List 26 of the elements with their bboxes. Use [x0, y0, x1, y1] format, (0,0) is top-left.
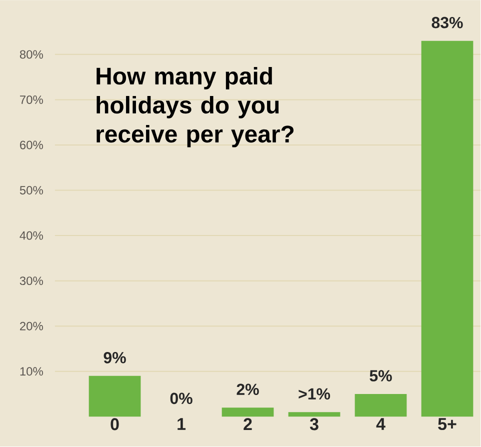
text: How many paid holidays do you receive per year?	[96, 67, 294, 148]
x-tick-label: 1	[178, 418, 186, 430]
bar	[288, 412, 340, 417]
y-tick-label: 30%	[20, 276, 43, 286]
bar	[354, 394, 407, 417]
data-label: 5%	[370, 370, 392, 382]
bar	[421, 41, 474, 417]
y-tick-label: 20%	[20, 322, 43, 331]
data-label: 0%	[170, 392, 192, 404]
y-tick-label: 40%	[20, 231, 43, 240]
y-tick-label: 60%	[20, 140, 43, 150]
bar	[222, 408, 274, 417]
x-tick-label: 4	[376, 418, 386, 430]
data-label: 9%	[104, 352, 126, 364]
x-tick-label: 3	[310, 418, 318, 430]
x-tick-label: 0	[110, 418, 119, 430]
y-tick-label: 50%	[20, 186, 43, 195]
x-tick-label: 2	[244, 418, 252, 430]
data-label: 2%	[236, 384, 259, 396]
data-label: 83%	[432, 17, 463, 28]
data-label: >1%	[298, 388, 330, 400]
x-tick-label: 5+	[438, 418, 456, 430]
y-tick-label: 70%	[20, 96, 43, 104]
y-tick-label: 10%	[20, 367, 43, 376]
bar	[88, 376, 141, 417]
y-tick-label: 80%	[20, 50, 43, 59]
